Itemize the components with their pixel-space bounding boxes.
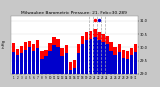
Bar xyxy=(24,42,27,74)
Bar xyxy=(101,34,105,74)
Bar xyxy=(48,43,52,74)
Bar xyxy=(109,42,113,74)
Bar xyxy=(77,53,80,74)
Bar xyxy=(97,40,101,74)
Bar xyxy=(44,56,48,74)
Bar xyxy=(113,47,117,74)
Bar xyxy=(73,68,76,74)
Bar xyxy=(101,42,105,74)
Bar xyxy=(52,37,56,74)
Bar xyxy=(52,45,56,74)
Bar xyxy=(69,62,72,74)
Bar xyxy=(134,52,137,74)
Bar xyxy=(48,51,52,74)
Bar xyxy=(122,58,125,74)
Bar xyxy=(130,48,133,74)
Bar xyxy=(117,52,121,74)
Bar xyxy=(89,39,92,74)
Bar xyxy=(40,51,44,74)
Bar xyxy=(126,59,129,74)
Bar xyxy=(36,48,39,74)
Bar xyxy=(85,40,88,74)
Bar xyxy=(93,37,96,74)
Bar xyxy=(81,36,84,74)
Bar xyxy=(97,32,101,74)
Bar xyxy=(130,55,133,74)
Text: inHg: inHg xyxy=(2,39,6,48)
Bar xyxy=(122,50,125,74)
Bar xyxy=(24,50,27,74)
Bar xyxy=(12,44,15,74)
Bar xyxy=(20,53,23,74)
Bar xyxy=(12,52,15,74)
Bar xyxy=(64,53,68,74)
Bar xyxy=(44,50,48,74)
Bar xyxy=(36,39,39,74)
Bar xyxy=(85,32,88,74)
Bar xyxy=(105,44,109,74)
Bar xyxy=(81,44,84,74)
Bar xyxy=(134,44,137,74)
Bar xyxy=(117,44,121,74)
Bar xyxy=(20,46,23,74)
Bar xyxy=(40,59,44,74)
Bar xyxy=(60,48,64,74)
Bar xyxy=(60,56,64,74)
Bar xyxy=(56,47,60,74)
Bar xyxy=(16,55,19,74)
Bar xyxy=(113,55,117,74)
Bar xyxy=(73,60,76,74)
Bar xyxy=(69,70,72,74)
Bar xyxy=(32,51,35,74)
Bar xyxy=(56,39,60,74)
Bar xyxy=(16,49,19,74)
Bar xyxy=(64,45,68,74)
Bar xyxy=(77,44,80,74)
Bar xyxy=(28,47,31,74)
Bar xyxy=(32,44,35,74)
Bar xyxy=(109,51,113,74)
Bar xyxy=(126,51,129,74)
Title: Milwaukee Barometric Pressure: 21. Feb=30.289: Milwaukee Barometric Pressure: 21. Feb=3… xyxy=(21,11,127,15)
Bar xyxy=(89,31,92,74)
Bar xyxy=(93,29,96,74)
Bar xyxy=(28,41,31,74)
Bar xyxy=(105,36,109,74)
